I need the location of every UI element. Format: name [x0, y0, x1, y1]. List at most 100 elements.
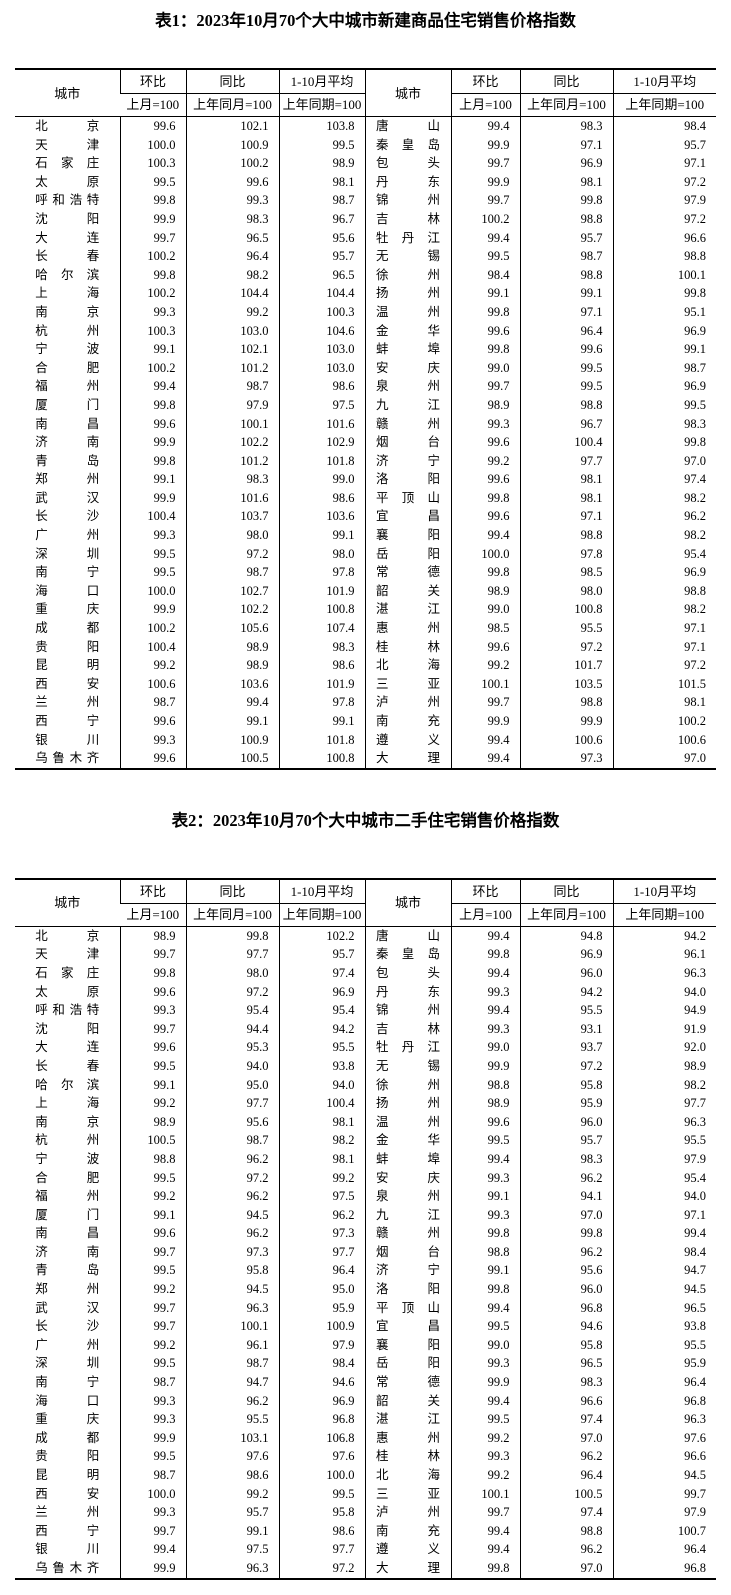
index-value-cell: 96.8	[278, 1410, 365, 1429]
index-value-cell: 98.0	[185, 963, 279, 983]
index-value-cell: 99.7	[450, 693, 520, 712]
index-value-cell: 96.2	[519, 1168, 613, 1188]
table-row: 广州 99.2 96.1 97.9 襄阳 99.0 95.8 95.5	[15, 1335, 716, 1355]
city-name: 秦皇岛	[376, 947, 440, 962]
index-value-cell: 100.9	[185, 135, 279, 155]
city-name: 三亚	[376, 676, 440, 691]
city-name: 安庆	[376, 1170, 440, 1185]
city-name: 石家庄	[35, 156, 100, 171]
index-value-cell: 95.5	[278, 1038, 365, 1057]
index-value-cell: 99.8	[450, 945, 520, 964]
city-name: 北京	[35, 119, 100, 133]
index-value-cell: 99.2	[450, 656, 520, 675]
city-name: 遵义	[376, 732, 440, 747]
city-cell: 韶关	[364, 581, 451, 601]
city-name: 岳阳	[376, 1356, 440, 1371]
index-value-cell: 99.3	[119, 1001, 186, 1020]
index-value-cell: 95.8	[278, 1503, 365, 1522]
index-value-cell: 98.1	[278, 172, 365, 192]
table-row: 昆明 99.2 98.9 98.6 北海 99.2 101.7 97.2	[15, 656, 716, 675]
table-row: 西宁 99.6 99.1 99.1 南充 99.9 99.9 100.2	[15, 712, 716, 731]
city-cell: 济宁	[364, 1261, 451, 1281]
city-name: 天津	[35, 137, 100, 152]
index-value-cell: 96.9	[278, 1391, 365, 1411]
table-row: 银川 99.3 100.9 101.8 遵义 99.4 100.6 100.6	[15, 730, 716, 750]
index-value-cell: 95.7	[612, 135, 716, 155]
index-value-cell: 99.3	[450, 1168, 520, 1188]
city-name: 徐州	[376, 1077, 440, 1092]
city-cell: 北京	[15, 926, 120, 945]
header-city-right: 城市	[364, 878, 451, 927]
header-avg-right: 1-10月平均	[612, 69, 716, 94]
index-value-cell: 96.1	[185, 1335, 279, 1355]
index-value-cell: 99.9	[119, 600, 186, 620]
city-name: 天津	[35, 947, 100, 962]
header-avg-base-left: 上年同期=100	[278, 903, 365, 927]
city-name: 昆明	[35, 658, 100, 673]
index-value-cell: 95.5	[612, 1335, 716, 1355]
index-value-cell: 97.7	[278, 1242, 365, 1262]
index-value-cell: 96.9	[519, 154, 613, 173]
index-value-cell: 98.8	[519, 395, 613, 415]
city-name: 南京	[35, 1114, 100, 1129]
index-value-cell: 102.7	[185, 581, 279, 601]
index-value-cell: 99.8	[450, 1224, 520, 1243]
city-name: 兰州	[35, 695, 100, 710]
index-value-cell: 95.8	[519, 1075, 613, 1095]
city-name: 九江	[376, 397, 440, 412]
index-value-cell: 95.4	[612, 1168, 716, 1188]
city-name: 乌鲁木齐	[35, 751, 100, 766]
index-value-cell: 96.5	[185, 228, 279, 248]
city-name: 三亚	[376, 1486, 440, 1501]
index-value-cell: 99.1	[519, 284, 613, 303]
city-name: 泸州	[376, 1505, 440, 1520]
index-value-cell: 95.5	[519, 1001, 613, 1020]
index-value-cell: 100.7	[612, 1521, 716, 1541]
city-cell: 呼和浩特	[15, 191, 120, 210]
city-name: 平顶山	[376, 1300, 440, 1315]
table-row: 福州 99.4 98.7 98.6 泉州 99.7 99.5 96.9	[15, 377, 716, 396]
city-name: 襄阳	[376, 528, 440, 543]
city-cell: 常德	[364, 563, 451, 582]
city-cell: 南昌	[15, 415, 120, 434]
index-value-cell: 98.1	[519, 470, 613, 489]
index-value-cell: 96.3	[612, 1410, 716, 1429]
city-name: 桂林	[376, 1449, 440, 1464]
city-cell: 烟台	[364, 1242, 451, 1262]
header-mom-base-right: 上月=100	[450, 93, 520, 117]
city-name: 惠州	[376, 621, 440, 636]
index-value-cell: 95.9	[519, 1094, 613, 1113]
city-name: 九江	[376, 1207, 440, 1222]
index-value-cell: 99.5	[278, 135, 365, 155]
header-mom-right: 环比	[450, 69, 520, 94]
city-cell: 吉林	[364, 1019, 451, 1039]
index-value-cell: 98.1	[278, 1149, 365, 1169]
index-value-cell: 99.6	[450, 507, 520, 527]
index-value-cell: 100.8	[519, 600, 613, 620]
header-mom-left: 环比	[119, 878, 186, 904]
index-value-cell: 95.6	[185, 1112, 279, 1132]
index-value-cell: 99.2	[185, 302, 279, 322]
index-value-cell: 97.3	[278, 1224, 365, 1243]
index-value-cell: 99.6	[119, 414, 186, 434]
index-value-cell: 95.7	[185, 1503, 279, 1522]
index-value-cell: 94.9	[612, 1001, 716, 1020]
index-value-cell: 99.5	[612, 395, 716, 415]
index-value-cell: 99.2	[119, 1187, 186, 1206]
city-cell: 赣州	[364, 1224, 451, 1243]
city-name: 深圳	[35, 546, 100, 561]
index-value-cell: 98.8	[450, 1075, 520, 1095]
index-value-cell: 98.1	[278, 1112, 365, 1132]
city-cell: 宁波	[15, 340, 120, 359]
header-avg-right: 1-10月平均	[612, 878, 716, 904]
city-cell: 安庆	[364, 358, 451, 378]
index-value-cell: 99.2	[119, 1335, 186, 1355]
index-value-cell: 96.9	[519, 945, 613, 964]
index-value-cell: 99.3	[185, 191, 279, 210]
index-value-cell: 99.2	[450, 451, 520, 471]
index-value-cell: 100.3	[278, 302, 365, 322]
table-row: 济南 99.9 102.2 102.9 烟台 99.6 100.4 99.8	[15, 433, 716, 452]
city-name: 吉林	[376, 1021, 440, 1036]
index-value-cell: 100.2	[450, 209, 520, 229]
